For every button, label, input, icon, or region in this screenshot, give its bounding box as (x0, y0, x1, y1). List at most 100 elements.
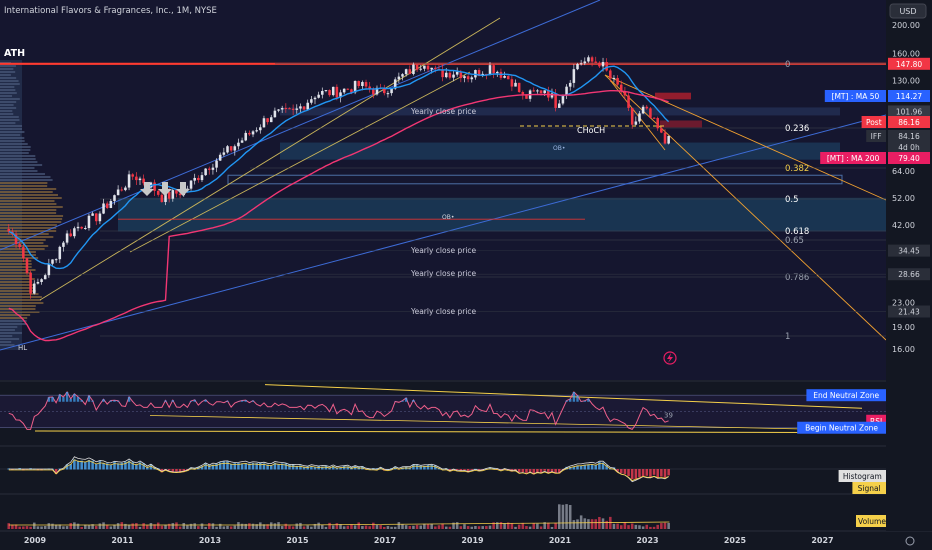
volume-bar (87, 525, 91, 529)
volume-bar (346, 525, 350, 529)
time-axis[interactable]: 2009 2011 2013 2015 2017 2019 2021 2023 2025 2027 (24, 536, 915, 546)
candle-body (539, 90, 543, 94)
volume-bar (22, 526, 25, 529)
candle-body (127, 174, 131, 188)
macd-histogram-bar (590, 464, 594, 470)
profile-bar (0, 260, 32, 262)
candle-body (171, 190, 175, 199)
volume-bar (550, 526, 554, 529)
volume-bar (120, 522, 124, 529)
volume-bar (397, 522, 401, 529)
profile-bar (0, 206, 63, 208)
volume-bar (62, 526, 65, 529)
volume-bar (142, 523, 145, 529)
profile-bar (0, 236, 54, 238)
volume-bar (80, 526, 83, 529)
candle-body (51, 259, 54, 264)
volume-bar (251, 523, 255, 529)
profile-bar (0, 290, 37, 292)
volume-bar (317, 522, 320, 529)
volume-bar (7, 523, 11, 529)
profile-bar (0, 149, 31, 151)
profile-bar (0, 329, 15, 331)
candle-body (601, 62, 605, 67)
volume-bar (499, 522, 503, 529)
profile-bar (0, 146, 31, 148)
macd-histogram-bar (499, 469, 503, 470)
ma200-line (8, 90, 669, 342)
profile-bar (0, 170, 38, 172)
candle-body (229, 146, 233, 151)
profile-bar (0, 335, 13, 337)
volume-bar (222, 526, 226, 529)
macd-histogram-bar (434, 465, 437, 470)
volume-bar (189, 523, 193, 529)
macd-histogram-bar (660, 469, 663, 477)
candle-body (667, 136, 670, 144)
candle-body (58, 246, 62, 260)
currency-label: USD (899, 7, 916, 16)
macd-histogram-bar (131, 462, 134, 470)
profile-bar (0, 86, 15, 88)
volume-bar (313, 523, 317, 529)
currency-button[interactable] (889, 3, 927, 19)
candle-body (536, 90, 539, 92)
macd-histogram-bar (84, 461, 87, 470)
macd-histogram-bar (302, 466, 306, 470)
volume-bar (656, 524, 659, 529)
profile-bar (0, 245, 49, 247)
time-tick-label: 2025 (724, 536, 747, 545)
volume-bar (426, 523, 430, 529)
price-axis[interactable] (886, 0, 932, 531)
volume-bar (401, 524, 404, 529)
macd-histogram-bar (554, 469, 557, 474)
macd-histogram-bar (656, 469, 659, 478)
alert-icon (663, 351, 677, 365)
profile-bar (0, 230, 57, 232)
profile-bar (0, 341, 12, 343)
volume-bar (204, 526, 207, 529)
candle-body (346, 88, 350, 90)
candle-body (357, 81, 361, 87)
profile-bar (0, 155, 36, 157)
macd-histogram-bar (539, 469, 543, 474)
profile-bar (0, 131, 25, 133)
settings-icon (905, 536, 915, 546)
profile-bar (0, 143, 28, 145)
profile-bar (0, 74, 11, 76)
candle-body (525, 94, 528, 99)
volume-bar (65, 526, 69, 529)
volume-bar (324, 526, 328, 529)
annotation-labels: ATH HL CHoCH OB• OB• Yearly close price Yearly… (4, 48, 677, 365)
volume-bar (525, 526, 528, 529)
profile-bar (0, 92, 17, 94)
candle-body (84, 228, 87, 230)
macd-histogram-bar (182, 469, 186, 473)
candle-body (485, 73, 488, 75)
yearly-close-label: Yearly close price (410, 307, 477, 316)
profile-bar (0, 344, 15, 346)
volume-bar (452, 522, 455, 529)
profile-bar (0, 137, 25, 139)
candle-body (641, 106, 645, 114)
candle-body (550, 93, 554, 98)
candle-body (102, 203, 105, 214)
time-tick-label: 2027 (811, 536, 833, 545)
profile-bar (0, 80, 19, 82)
zone-upper (280, 107, 840, 116)
profile-bar (0, 242, 44, 244)
volume-bar (113, 524, 116, 529)
candle-body (40, 279, 43, 282)
macd-histogram-bar (423, 466, 426, 470)
macd-histogram-bar (419, 465, 423, 470)
bolt-icon (667, 353, 673, 363)
yearly-close-label: Yearly close price (410, 246, 477, 255)
candle-body (393, 79, 397, 89)
volume-bar (240, 523, 244, 529)
profile-bar (0, 284, 34, 286)
macd-histogram-bar (142, 463, 145, 470)
candle-body (576, 64, 579, 70)
profile-bar (0, 233, 49, 235)
volume-bar (404, 525, 408, 529)
